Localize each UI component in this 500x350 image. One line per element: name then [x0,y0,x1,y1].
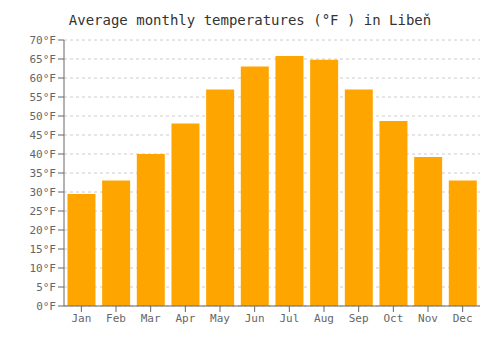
svg-text:Jul: Jul [279,312,299,325]
svg-text:Jan: Jan [71,312,91,325]
svg-text:10°F: 10°F [30,262,57,275]
svg-text:45°F: 45°F [30,129,57,142]
svg-text:Apr: Apr [175,312,195,325]
svg-text:Aug: Aug [314,312,334,325]
svg-text:Dec: Dec [453,312,473,325]
svg-text:65°F: 65°F [30,53,57,66]
svg-text:40°F: 40°F [30,148,57,161]
svg-text:0°F: 0°F [36,300,56,313]
svg-text:70°F: 70°F [30,34,57,47]
svg-text:Oct: Oct [383,312,403,325]
html-text:Average monthly temperatures (: Average monthly temperatures (°F ) in Li… [68,12,432,28]
svg-text:Feb: Feb [106,312,126,325]
svg-text:50°F: 50°F [30,110,57,123]
svg-text:Nov: Nov [418,312,438,325]
svg-text:May: May [210,312,230,325]
svg-text:15°F: 15°F [30,243,57,256]
svg-text:55°F: 55°F [30,91,57,104]
svg-text:5°F: 5°F [36,281,56,294]
svg-text:Sep: Sep [349,312,369,325]
svg-text:30°F: 30°F [30,186,57,199]
svg-text:Jun: Jun [245,312,265,325]
svg-text:35°F: 35°F [30,167,57,180]
svg-text:60°F: 60°F [30,72,57,85]
svg-text:25°F: 25°F [30,205,57,218]
svg-text:20°F: 20°F [30,224,57,237]
svg-text:Mar: Mar [141,312,161,325]
